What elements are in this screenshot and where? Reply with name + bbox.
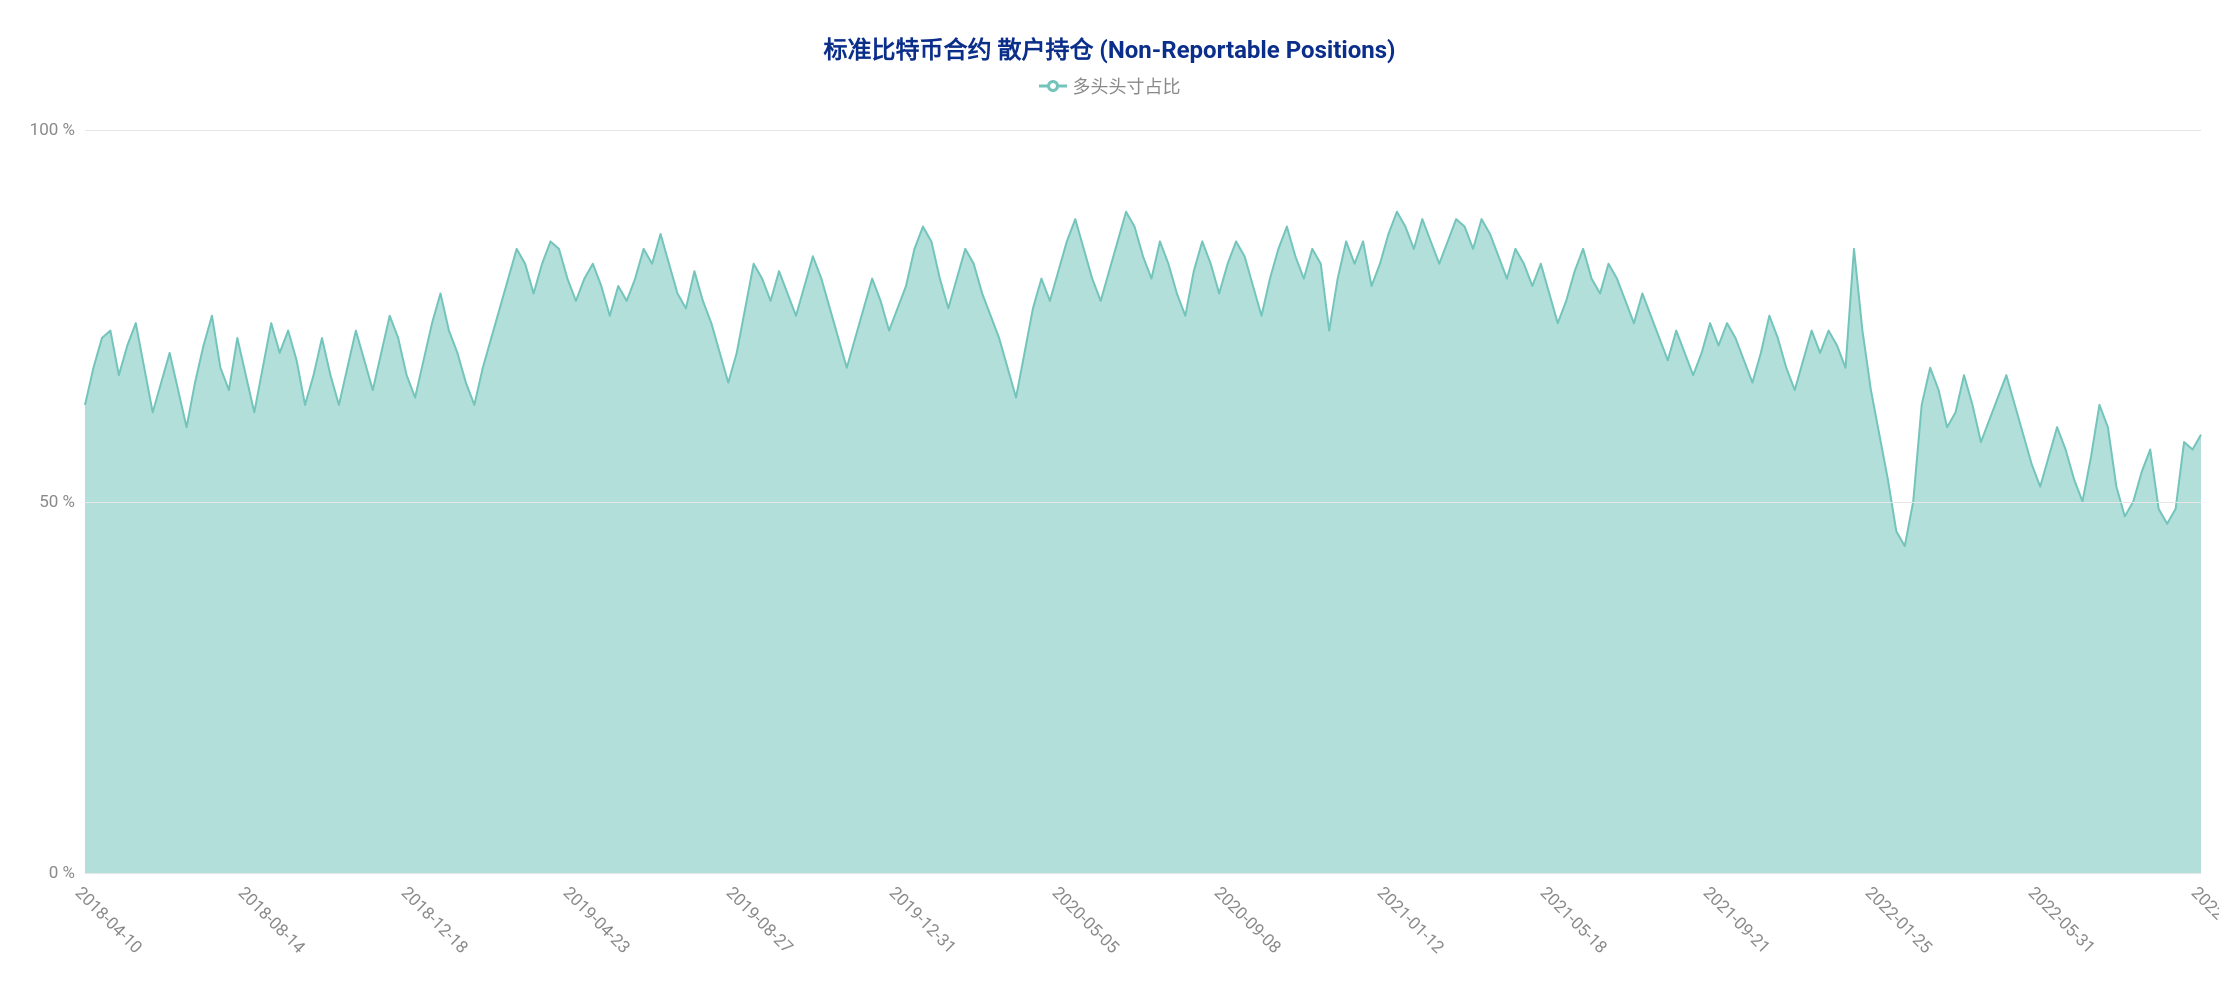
y-axis-tick: 0 % bbox=[49, 863, 85, 883]
gridline bbox=[85, 130, 2201, 131]
x-axis-tick: 2019-08-27 bbox=[722, 883, 797, 958]
y-axis-tick: 50 % bbox=[39, 492, 85, 512]
x-axis-tick: 2018-04-10 bbox=[71, 883, 146, 958]
x-axis-tick: 2022-01-25 bbox=[1861, 883, 1936, 958]
area-fill bbox=[85, 212, 2201, 873]
chart-container: 标准比特币合约 散户持仓 (Non-Reportable Positions) … bbox=[0, 0, 2219, 933]
y-axis-tick: 100 % bbox=[30, 120, 85, 140]
x-axis-tick: 2019-04-23 bbox=[559, 883, 634, 958]
x-axis-tick: 2022-05-31 bbox=[2024, 883, 2099, 958]
x-axis-tick: 2021-05-18 bbox=[1536, 883, 1611, 958]
x-axis-tick: 2018-08-14 bbox=[234, 883, 309, 958]
gridline bbox=[85, 502, 2201, 503]
gridline bbox=[85, 873, 2201, 874]
legend-marker-icon bbox=[1039, 79, 1067, 93]
plot-area[interactable]: 2018-04-102018-08-142018-12-182019-04-23… bbox=[85, 130, 2201, 873]
x-axis-tick: 2020-09-08 bbox=[1210, 883, 1285, 958]
x-axis-tick: 2021-01-12 bbox=[1373, 883, 1448, 958]
x-axis-tick: 2022-08-09 bbox=[2187, 883, 2219, 958]
chart-title: 标准比特币合约 散户持仓 (Non-Reportable Positions) bbox=[0, 0, 2219, 65]
x-axis-tick: 2018-12-18 bbox=[396, 883, 471, 958]
legend-series-label: 多头头寸占比 bbox=[1073, 73, 1181, 99]
x-axis-tick: 2021-09-21 bbox=[1699, 883, 1774, 958]
x-axis-tick: 2020-05-05 bbox=[1047, 883, 1122, 958]
x-axis-tick: 2019-12-31 bbox=[885, 883, 960, 958]
x-axis-labels: 2018-04-102018-08-142018-12-182019-04-23… bbox=[85, 883, 2201, 1003]
legend[interactable]: 多头头寸占比 bbox=[0, 73, 2219, 99]
